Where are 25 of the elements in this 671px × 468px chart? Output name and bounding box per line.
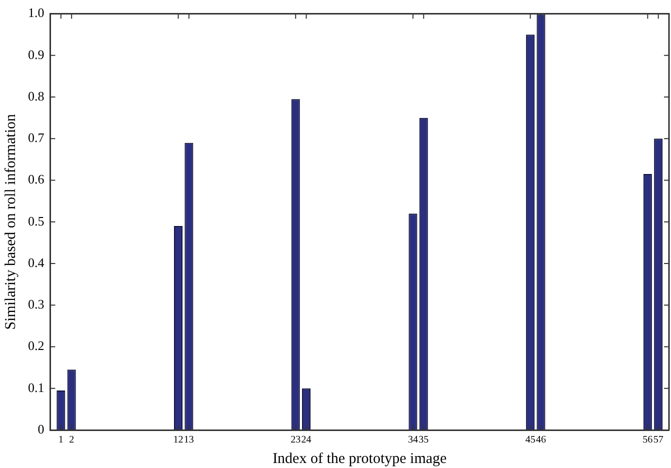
- y-tick-label: 0.9: [28, 46, 44, 62]
- y-tick-label: 0: [38, 421, 44, 436]
- y-tick-label: 1.0: [28, 5, 44, 20]
- x-axis-title: Index of the prototype image: [272, 450, 448, 467]
- x-tick-label: 34: [408, 434, 418, 446]
- x-tick-label: 23: [290, 434, 301, 446]
- y-tick-label: 0.1: [28, 380, 44, 395]
- y-tick-label: 0.8: [28, 88, 44, 104]
- y-tick-label: 0.2: [28, 338, 44, 354]
- y-tick-label: 0.7: [28, 130, 45, 146]
- x-tick-label: 57: [653, 434, 664, 446]
- y-tick-label: 0.6: [28, 172, 45, 187]
- y-axis-title: Similarity based on roll information: [2, 114, 19, 330]
- x-tick-label: 12: [173, 434, 184, 446]
- x-tick-label: 45: [525, 434, 536, 446]
- y-tick-label: 0.5: [28, 213, 44, 228]
- y-tick-label: 0.4: [28, 254, 45, 270]
- x-tick-label: 13: [184, 434, 194, 446]
- x-tick-label: 46: [536, 434, 546, 446]
- x-tick-label: 56: [642, 434, 653, 446]
- x-tick-label: 1: [58, 434, 64, 446]
- x-tick-label: 2: [69, 434, 74, 446]
- x-tick-label: 24: [301, 434, 312, 446]
- x-tick-label: 35: [418, 434, 429, 446]
- y-tick-label: 0.3: [28, 296, 44, 312]
